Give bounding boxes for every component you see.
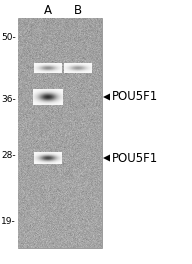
Text: POU5F1: POU5F1 [112, 152, 158, 164]
Text: B: B [74, 3, 82, 16]
Polygon shape [103, 154, 110, 162]
Text: 28-: 28- [1, 150, 16, 159]
Text: POU5F1: POU5F1 [112, 91, 158, 103]
Polygon shape [103, 93, 110, 101]
Text: 36-: 36- [1, 96, 16, 105]
Text: 50-: 50- [1, 32, 16, 41]
Text: 19-: 19- [1, 218, 16, 227]
Bar [18, 18, 102, 248]
Text: A: A [44, 3, 52, 16]
